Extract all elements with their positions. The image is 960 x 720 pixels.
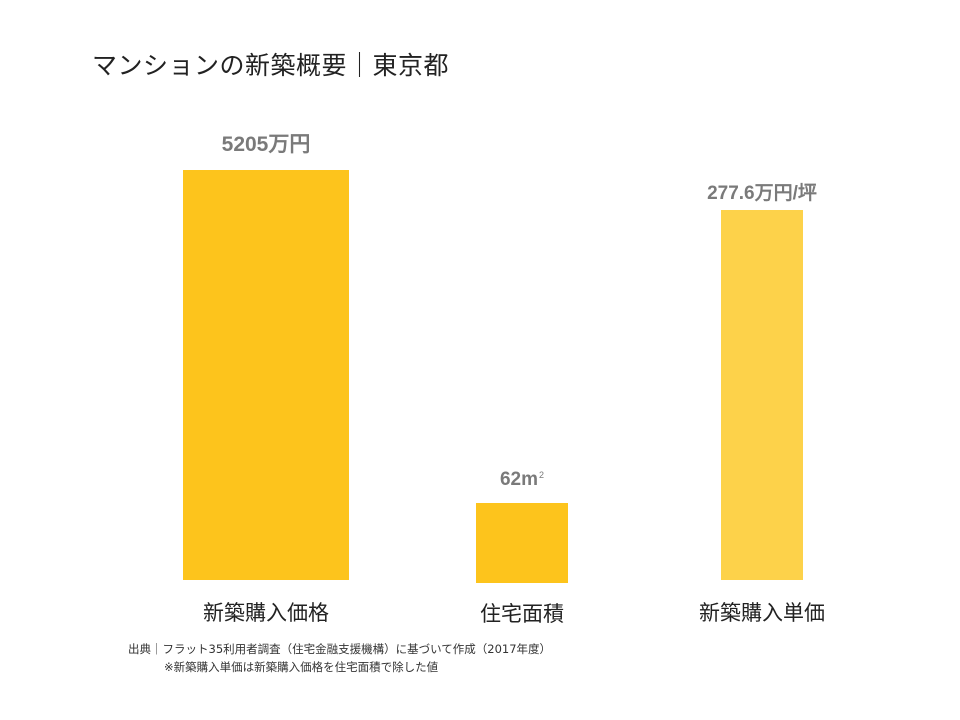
bar-2 (476, 503, 568, 583)
calculation-note: ※新築購入単価は新築購入価格を住宅面積で除した値 (164, 660, 439, 674)
chart-footer: 出典｜フラット35利用者調査（住宅金融支援機構）に基づいて作成（2017年度） … (128, 640, 551, 676)
category-label-1: 新築購入価格 (203, 601, 329, 625)
source-note: 出典｜フラット35利用者調査（住宅金融支援機構）に基づいて作成（2017年度） (128, 642, 552, 656)
value-label-2: 62m2 (499, 469, 545, 490)
value-label-3: 277.6万円/坪 (707, 183, 817, 204)
category-label-3: 新築購入単価 (699, 601, 825, 625)
category-label-2: 住宅面積 (480, 602, 564, 626)
bar-3 (721, 210, 803, 580)
chart-title: マンションの新築概要｜東京都 (92, 51, 450, 80)
bar-1 (183, 170, 349, 580)
value-label-1: 5205万円 (221, 133, 311, 156)
